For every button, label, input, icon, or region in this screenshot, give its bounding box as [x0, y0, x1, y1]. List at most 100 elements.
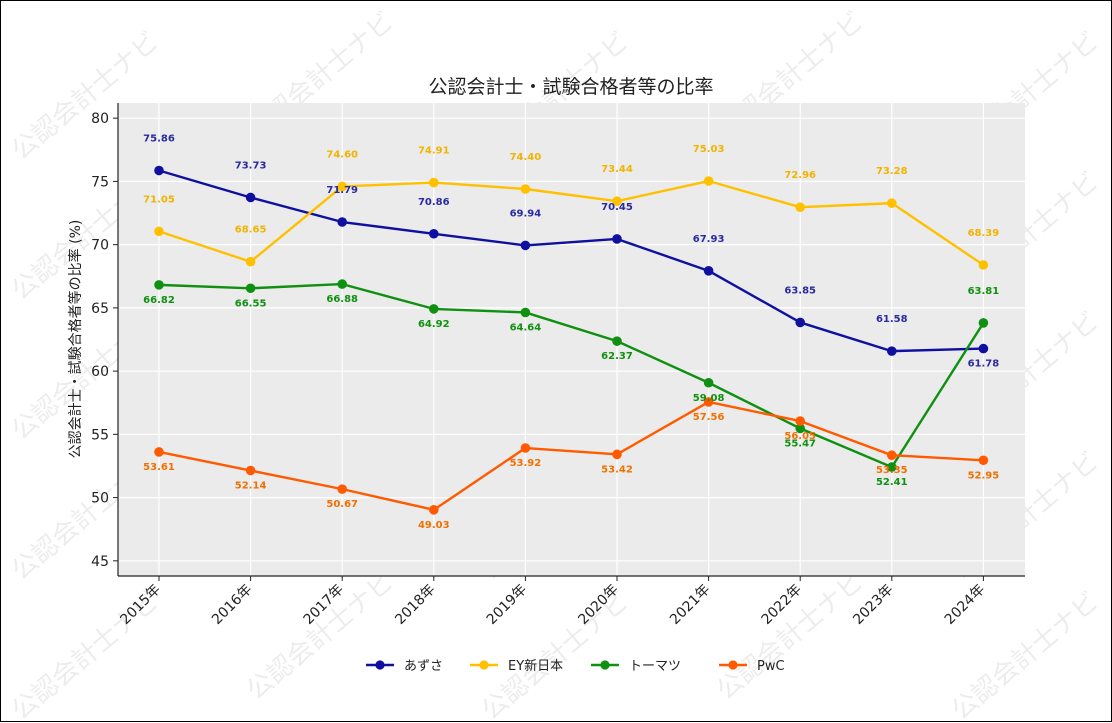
data-point — [795, 202, 805, 213]
data-point — [337, 279, 348, 289]
data-point — [887, 462, 897, 472]
grid-lines — [118, 103, 1025, 576]
data-point — [612, 196, 622, 206]
watermark-text: 公認会計士ナビ — [241, 566, 400, 706]
data-label: 68.65 — [235, 225, 267, 236]
legend-item: トーマツ — [591, 659, 681, 674]
x-tick-label: 2024年 — [942, 582, 988, 628]
legend: あずさ EY新日本 トーマツ PwC — [366, 658, 785, 674]
x-tick-label: 2021年 — [667, 582, 713, 628]
data-point — [429, 304, 439, 314]
y-tick-label: 45 — [91, 554, 109, 570]
data-label: 53.35 — [876, 465, 908, 476]
legend-marker — [728, 660, 738, 670]
data-label: 67.93 — [693, 234, 725, 245]
data-label: 66.82 — [143, 295, 175, 306]
data-point — [612, 234, 622, 244]
data-label: 52.41 — [876, 477, 908, 488]
series-line — [158, 282, 985, 469]
series-line — [158, 169, 984, 353]
data-point — [795, 423, 805, 434]
data-point — [154, 226, 164, 237]
chart-title: 公認会計士・試験合格者等の比率 — [428, 76, 713, 98]
data-point — [429, 228, 439, 239]
data-point — [978, 260, 989, 270]
legend-item: PwC — [719, 659, 785, 674]
data-point — [703, 397, 714, 407]
y-tick-label: 80 — [91, 111, 109, 127]
data-point — [795, 317, 805, 328]
data-label: 73.44 — [601, 164, 633, 175]
data-label: 64.92 — [418, 319, 450, 330]
series-0 — [154, 165, 989, 356]
series-3 — [154, 397, 989, 515]
data-label: 70.86 — [418, 197, 450, 208]
data-point — [154, 447, 164, 457]
data-point — [612, 449, 622, 460]
data-point — [703, 266, 714, 276]
y-axis-label: 公認会計士・試験合格者等の比率 (%) — [67, 220, 84, 459]
data-point — [887, 450, 897, 461]
x-tick-label: 2016年 — [209, 582, 255, 628]
data-point — [978, 343, 989, 354]
data-label: 72.96 — [784, 170, 816, 181]
series-2 — [154, 279, 989, 472]
data-label: 70.45 — [601, 202, 633, 213]
data-label: 53.42 — [601, 464, 633, 475]
legend-item: あずさ — [366, 659, 443, 674]
data-point — [703, 176, 714, 186]
data-point — [520, 443, 531, 453]
data-point — [154, 280, 164, 290]
data-point — [337, 484, 348, 494]
data-label: 71.05 — [143, 194, 175, 205]
data-label: 73.28 — [876, 166, 908, 177]
data-label: 53.92 — [510, 458, 542, 469]
legend-label: PwC — [757, 659, 785, 674]
legend-item: EY新日本 — [470, 658, 563, 674]
data-point — [978, 318, 989, 328]
data-point — [887, 346, 897, 356]
data-point — [520, 240, 531, 251]
legend-marker — [375, 660, 385, 670]
legend-label: トーマツ — [629, 659, 681, 674]
data-point — [337, 181, 348, 192]
data-label: 63.81 — [968, 286, 1000, 297]
data-point — [337, 217, 348, 227]
data-point — [703, 377, 714, 388]
data-point — [429, 505, 439, 515]
data-label: 71.79 — [326, 185, 358, 196]
data-point — [520, 184, 531, 194]
y-tick-label: 60 — [91, 364, 109, 380]
data-label: 55.47 — [784, 438, 816, 449]
data-label: 73.73 — [235, 160, 267, 171]
y-tick-label: 75 — [91, 174, 109, 190]
data-label: 66.88 — [326, 294, 358, 305]
data-label: 52.14 — [235, 481, 267, 492]
data-label: 69.94 — [510, 208, 542, 219]
data-label: 75.03 — [693, 144, 725, 155]
data-point — [429, 177, 439, 188]
data-label: 68.39 — [968, 228, 1000, 239]
data-label: 62.37 — [601, 351, 633, 362]
legend-label: EY新日本 — [508, 658, 563, 674]
data-label: 66.55 — [235, 298, 267, 309]
y-tick-label: 70 — [91, 238, 109, 254]
data-label: 56.05 — [784, 431, 816, 442]
data-point — [887, 198, 897, 208]
series-1 — [154, 176, 989, 270]
data-label: 75.86 — [143, 134, 175, 145]
data-point — [978, 455, 989, 466]
legend-marker — [479, 660, 489, 670]
legend-label: あずさ — [404, 659, 443, 674]
data-label: 49.03 — [418, 520, 450, 531]
data-point — [612, 336, 622, 346]
y-tick-label: 50 — [91, 491, 109, 507]
series-line — [158, 400, 984, 512]
legend-marker — [600, 660, 610, 670]
data-point — [245, 192, 256, 203]
data-label: 74.40 — [510, 152, 542, 163]
data-labels: 75.86 73.73 71.79 70.86 69.94 70.45 67.93 63.85… — [143, 134, 999, 531]
data-label: 61.78 — [968, 359, 1000, 370]
